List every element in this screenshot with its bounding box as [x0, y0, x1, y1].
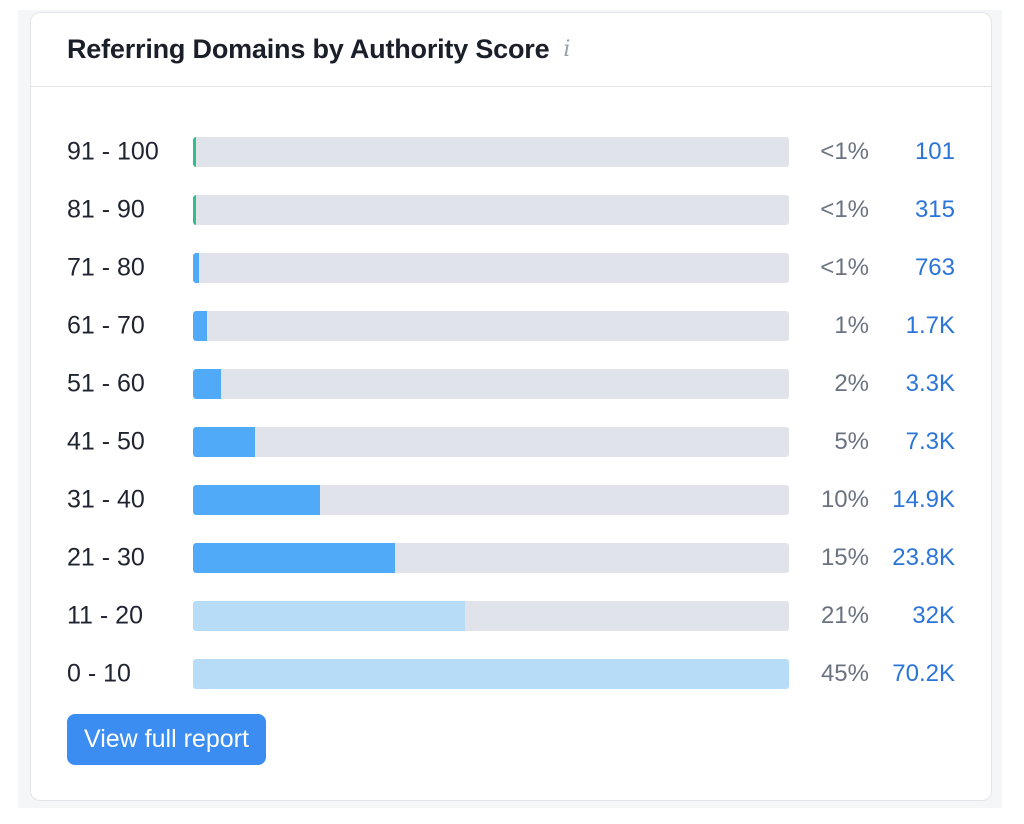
- bar-percent-label: 45%: [820, 660, 869, 687]
- bar-track: [193, 601, 789, 631]
- bar-percent-label: 1%: [834, 312, 869, 339]
- bar-category-label: 31 - 40: [67, 485, 145, 514]
- bar-category-label: 51 - 60: [67, 369, 145, 398]
- bar-percent-label: <1%: [820, 196, 869, 223]
- bar-row: 91 - 100 <1% 101: [31, 123, 991, 181]
- bar-fill: [193, 543, 396, 573]
- bar-track: [193, 659, 789, 689]
- bar-fill: [193, 311, 208, 341]
- bar-fill: [193, 369, 222, 399]
- card-header: Referring Domains by Authority Score i: [31, 13, 991, 87]
- bar-row: 0 - 10 45% 70.2K: [31, 645, 991, 703]
- bar-track: [193, 253, 789, 283]
- bar-percent-label: 15%: [820, 544, 869, 571]
- bar-fill: [193, 659, 789, 689]
- bar-category-label: 0 - 10: [67, 659, 131, 688]
- bar-row: 21 - 30 15% 23.8K: [31, 529, 991, 587]
- bar-track: [193, 485, 789, 515]
- bar-percent-label: 21%: [820, 602, 869, 629]
- bar-row: 51 - 60 2% 3.3K: [31, 355, 991, 413]
- info-icon[interactable]: i: [563, 37, 571, 62]
- bar-count-link[interactable]: 101: [914, 138, 955, 165]
- bar-row: 61 - 70 1% 1.7K: [31, 297, 991, 355]
- bar-row: 71 - 80 <1% 763: [31, 239, 991, 297]
- bar-track: [193, 369, 789, 399]
- bar-category-label: 81 - 90: [67, 195, 145, 224]
- bar-count-link[interactable]: 3.3K: [905, 370, 955, 397]
- bar-count-link[interactable]: 315: [914, 196, 955, 223]
- bar-category-label: 61 - 70: [67, 311, 145, 340]
- bar-count-link[interactable]: 23.8K: [892, 544, 955, 571]
- bar-category-label: 41 - 50: [67, 427, 145, 456]
- bar-percent-label: <1%: [820, 254, 869, 281]
- bar-fill: [193, 253, 200, 283]
- bar-fill: [193, 195, 196, 225]
- bar-track: [193, 543, 789, 573]
- bar-row: 11 - 20 21% 32K: [31, 587, 991, 645]
- bar-fill: [193, 137, 196, 167]
- bar-track: [193, 137, 789, 167]
- bar-percent-label: 2%: [834, 370, 869, 397]
- bar-fill: [193, 427, 255, 457]
- bar-fill: [193, 601, 465, 631]
- bar-count-link[interactable]: 70.2K: [892, 660, 955, 687]
- bar-percent-label: 5%: [834, 428, 869, 455]
- card-title: Referring Domains by Authority Score: [67, 34, 550, 64]
- referring-domains-card: Referring Domains by Authority Score i 9…: [30, 12, 992, 801]
- bar-track: [193, 311, 789, 341]
- authority-score-chart: 91 - 100 <1% 101 81 - 90 <1% 315 71 - 80 <1% 763…: [31, 123, 991, 703]
- bar-category-label: 91 - 100: [67, 137, 159, 166]
- bar-category-label: 71 - 80: [67, 253, 145, 282]
- bar-count-link[interactable]: 1.7K: [905, 312, 955, 339]
- bar-category-label: 11 - 20: [67, 601, 143, 630]
- view-full-report-button[interactable]: View full report: [67, 714, 266, 765]
- bar-category-label: 21 - 30: [67, 543, 145, 572]
- bar-count-link[interactable]: 14.9K: [892, 486, 955, 513]
- bar-count-link[interactable]: 32K: [912, 602, 955, 629]
- bar-row: 31 - 40 10% 14.9K: [31, 471, 991, 529]
- bar-row: 81 - 90 <1% 315: [31, 181, 991, 239]
- bar-percent-label: <1%: [820, 138, 869, 165]
- bar-track: [193, 427, 789, 457]
- bar-row: 41 - 50 5% 7.3K: [31, 413, 991, 471]
- bar-count-link[interactable]: 7.3K: [905, 428, 955, 455]
- bar-fill: [193, 485, 320, 515]
- bar-count-link[interactable]: 763: [914, 254, 955, 281]
- bar-track: [193, 195, 789, 225]
- bar-percent-label: 10%: [820, 486, 869, 513]
